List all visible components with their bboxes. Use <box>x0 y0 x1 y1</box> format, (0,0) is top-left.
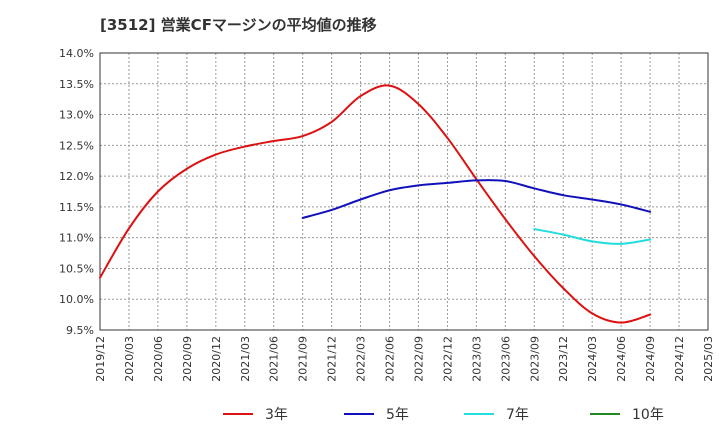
x-tick-label: 2022/09 <box>412 336 425 382</box>
x-tick-label: 2023/03 <box>470 336 483 382</box>
x-tick-label: 2022/03 <box>355 336 368 382</box>
y-tick-label: 11.5% <box>59 201 94 214</box>
series-lines <box>99 84 652 324</box>
y-tick-label: 12.0% <box>59 170 94 183</box>
y-tick-label: 10.0% <box>59 293 94 306</box>
x-tick-label: 2020/12 <box>210 336 223 382</box>
legend-label-4: 10年 <box>632 407 664 423</box>
x-tick-label: 2023/09 <box>528 336 541 382</box>
x-tick-label: 2022/12 <box>441 336 454 382</box>
y-tick-label: 10.5% <box>59 262 94 275</box>
legend-label-2: 5年 <box>386 407 409 423</box>
x-tick-label: 2023/06 <box>499 336 512 382</box>
series-line-2 <box>301 179 652 219</box>
x-tick-label: 2025/03 <box>702 336 715 382</box>
plot-area <box>100 53 708 330</box>
x-tick-label: 2021/03 <box>239 336 252 382</box>
legend-label-1: 3年 <box>265 407 288 423</box>
x-tick-label: 2024/09 <box>644 336 657 382</box>
x-tick-label: 2023/12 <box>557 336 570 382</box>
x-tick-label: 2022/06 <box>384 336 397 382</box>
y-tick-label: 14.0% <box>59 47 94 60</box>
y-tick-label: 9.5% <box>66 324 94 337</box>
x-tick-label: 2024/12 <box>673 336 686 382</box>
y-tick-label: 11.0% <box>59 232 94 245</box>
legend-label-3: 7年 <box>506 407 529 423</box>
legend: 3年 5年 7年 10年 <box>223 407 664 423</box>
x-tick-label: 2020/03 <box>123 336 136 382</box>
axes: 9.5% 10.0% 10.5% 11.0% 11.5% 12.0% 12.5% 13.0% 1… <box>59 47 715 382</box>
y-tick-label: 12.5% <box>59 139 94 152</box>
series-line-3 <box>533 228 652 245</box>
x-tick-label: 2019/12 <box>94 336 107 382</box>
x-tick-label: 2020/06 <box>152 336 165 382</box>
x-tick-label: 2020/09 <box>181 336 194 382</box>
series-line-1 <box>99 84 652 324</box>
x-tick-label: 2021/06 <box>268 336 281 382</box>
x-tick-label: 2024/03 <box>586 336 599 382</box>
chart-title: [3512] 営業CFマージンの平均値の推移 <box>100 16 377 34</box>
y-tick-label: 13.5% <box>59 78 94 91</box>
x-tick-label: 2021/09 <box>297 336 310 382</box>
x-tick-label: 2021/12 <box>326 336 339 382</box>
grid <box>99 52 709 331</box>
x-tick-label: 2024/06 <box>615 336 628 382</box>
y-tick-label: 13.0% <box>59 109 94 122</box>
plot-border <box>99 52 709 331</box>
